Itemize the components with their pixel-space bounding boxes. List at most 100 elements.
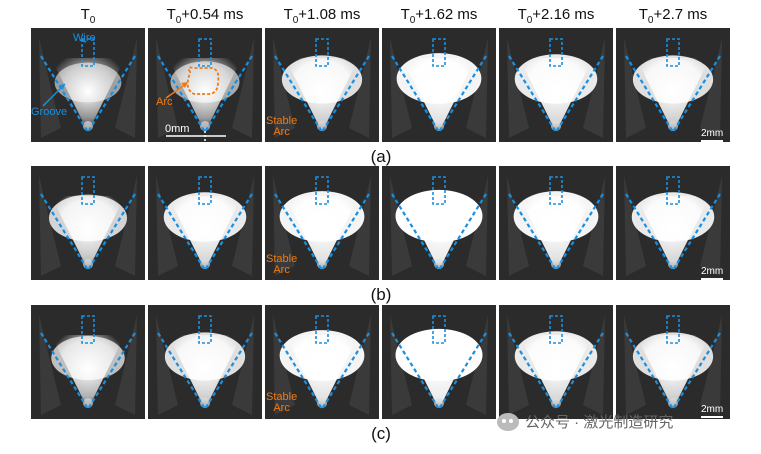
frame-image: [31, 28, 145, 142]
row-label-a: (a): [370, 147, 392, 166]
frame-image: [616, 305, 730, 419]
frame-panel: [499, 305, 613, 419]
groove-guide-line: [204, 332, 253, 410]
groove-guide-line: [555, 332, 604, 410]
wire-outline: [315, 315, 329, 344]
zero-mm-label: 0mm: [165, 123, 190, 135]
frame-panel: [265, 166, 379, 280]
arc-glow: [281, 55, 363, 104]
groove-guide-line: [87, 55, 136, 133]
arc-label: Arc: [156, 96, 173, 108]
groove-guide-line: [157, 193, 206, 271]
arc-glow: [514, 54, 598, 104]
groove-guide-line: [157, 55, 206, 133]
groove-guide-line: [672, 193, 721, 271]
wire-outline: [666, 38, 680, 67]
groove-guide-line: [274, 55, 323, 133]
groove-guide-line: [40, 332, 89, 410]
wire-label: Wire: [73, 32, 96, 44]
groove-guide-line: [87, 193, 136, 271]
frame-image: [31, 305, 145, 419]
frame-image: [382, 305, 496, 419]
wire-outline: [549, 176, 563, 205]
stable-arc-label-a: Stable Arc: [266, 115, 298, 138]
groove-guide-line: [672, 55, 721, 133]
frame-panel: [31, 305, 145, 419]
wire-outline: [666, 176, 680, 205]
watermark-text: 公众号 · 激光制造研究: [525, 414, 674, 431]
wire-outline: [198, 38, 212, 67]
column-header-t0-2.7ms: T0+2.7 ms: [638, 6, 708, 26]
stable-arc-label-b: Stable Arc: [266, 253, 298, 276]
groove-guide-line: [274, 193, 323, 271]
frame-image: [499, 166, 613, 280]
arc-glow: [395, 189, 483, 243]
arc-glow: [170, 61, 240, 103]
arc-glow: [164, 332, 246, 381]
scale-bar-a: 2mm: [701, 128, 723, 142]
frame-panel: [265, 28, 379, 142]
scale-bar-b: 2mm: [701, 266, 723, 280]
column-header-t0-2.16ms: T0+2.16 ms: [517, 6, 595, 26]
frame-image: [31, 166, 145, 280]
frame-image: [616, 28, 730, 142]
arc-glow: [163, 192, 247, 242]
frame-panel: [499, 28, 613, 142]
groove-guide-line: [274, 332, 323, 410]
groove-guide-line: [625, 193, 674, 271]
arc-glow: [513, 191, 599, 242]
frame-image: [382, 166, 496, 280]
groove-arrowhead: [59, 84, 65, 90]
groove-guide-line: [157, 332, 206, 410]
frame-panel: [616, 28, 730, 142]
frame-image: [616, 166, 730, 280]
frame-image: [499, 28, 613, 142]
frame-panel: [31, 166, 145, 280]
groove-guide-line: [391, 55, 440, 133]
wire-outline: [81, 315, 95, 344]
groove-guide-line: [508, 332, 557, 410]
row-label-b: (b): [370, 285, 392, 304]
column-header-t0-0.54ms: T0+0.54 ms: [166, 6, 244, 26]
groove-guide-line: [391, 193, 440, 271]
arc-glow: [632, 55, 714, 104]
frame-panel: [382, 166, 496, 280]
groove-guide-line: [204, 55, 253, 133]
groove-guide-line: [321, 332, 370, 410]
stable-arc-label-c: Stable Arc: [266, 391, 298, 414]
groove-guide-line: [40, 193, 89, 271]
frame-image: [265, 305, 379, 419]
column-header-t0-1.08ms: T0+1.08 ms: [283, 6, 361, 26]
groove-guide-line: [321, 55, 370, 133]
arc-glow: [395, 328, 483, 382]
wire-pointer-arrow: [80, 39, 87, 43]
wechat-icon: [497, 412, 519, 431]
groove-guide-line: [555, 193, 604, 271]
frame-image: [265, 166, 379, 280]
groove-guide-line: [625, 55, 674, 133]
groove-label: Groove: [31, 106, 68, 118]
wire-outline: [549, 38, 563, 67]
wire-outline: [432, 38, 446, 67]
groove-guide-line: [438, 55, 487, 133]
wire-outline: [432, 176, 446, 205]
watermark: 公众号 · 激光制造研究: [497, 411, 673, 432]
row-label-c: (c): [371, 424, 391, 443]
column-header-t0-1.62ms: T0+1.62 ms: [400, 6, 478, 26]
wire-outline: [315, 176, 329, 205]
arc-arrowhead: [181, 82, 188, 88]
frame-image: [148, 166, 262, 280]
frame-image: [499, 305, 613, 419]
groove-guide-line: [555, 55, 604, 133]
groove-guide-line: [40, 55, 89, 133]
groove-guide-line: [508, 193, 557, 271]
arc-pointer-arrow: [165, 83, 187, 99]
frame-panel: [148, 28, 262, 142]
groove-guide-line: [438, 193, 487, 271]
frame-image: [382, 28, 496, 142]
column-header-t0: T0: [80, 6, 96, 26]
arc-glow: [279, 191, 365, 242]
arc-glow: [514, 331, 598, 381]
groove-guide-line: [508, 55, 557, 133]
groove-guide-line: [321, 193, 370, 271]
